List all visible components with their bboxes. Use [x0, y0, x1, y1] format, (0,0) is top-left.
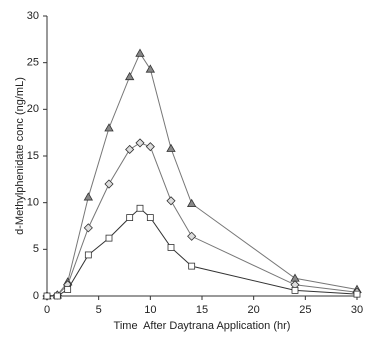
y-axis-label: d-Methylphenidate conc (ng/mL): [14, 77, 26, 235]
x-tick-label: 10: [144, 304, 156, 316]
y-tick-label: 5: [33, 243, 39, 255]
data-point: [166, 196, 176, 206]
data-point: [105, 234, 113, 242]
data-point: [135, 48, 145, 57]
data-point: [83, 223, 93, 233]
data-point: [291, 286, 299, 294]
data-point: [145, 64, 156, 73]
series-line: [47, 207, 358, 297]
data-point: [353, 290, 361, 298]
data-point: [84, 251, 92, 259]
data-point: [186, 198, 197, 207]
data-point: [53, 292, 61, 300]
data-point: [146, 214, 154, 222]
data-point: [145, 142, 155, 152]
x-tick-label: 0: [44, 304, 50, 316]
y-tick-label: 25: [27, 57, 39, 69]
x-tick-label: 30: [351, 304, 363, 316]
series-line: [46, 52, 358, 297]
y-tick-label: 10: [27, 197, 39, 209]
data-point: [64, 286, 72, 293]
data-point: [83, 192, 94, 201]
data-point: [135, 138, 145, 148]
y-tick-label: 30: [27, 10, 39, 22]
x-tick-label: 20: [248, 304, 260, 316]
data-point: [136, 204, 144, 212]
data-point: [104, 123, 114, 132]
data-point: [166, 143, 176, 152]
data-point: [104, 179, 114, 189]
data-point: [290, 273, 300, 282]
data-point: [126, 214, 134, 222]
data-point: [188, 262, 196, 270]
series-line: [46, 142, 358, 297]
data-point: [125, 144, 135, 155]
data-point: [187, 231, 197, 241]
x-tick-label: 25: [299, 304, 311, 316]
data-point: [43, 292, 51, 300]
x-tick-label: 15: [196, 304, 208, 316]
y-tick-label: 0: [33, 290, 39, 302]
y-tick-label: 20: [27, 103, 39, 115]
x-axis-label: Time After Daytrana Application (hr): [114, 320, 291, 332]
y-tick-label: 15: [27, 150, 39, 162]
data-point: [167, 244, 175, 251]
data-point: [124, 71, 135, 81]
x-tick-label: 5: [96, 304, 102, 316]
